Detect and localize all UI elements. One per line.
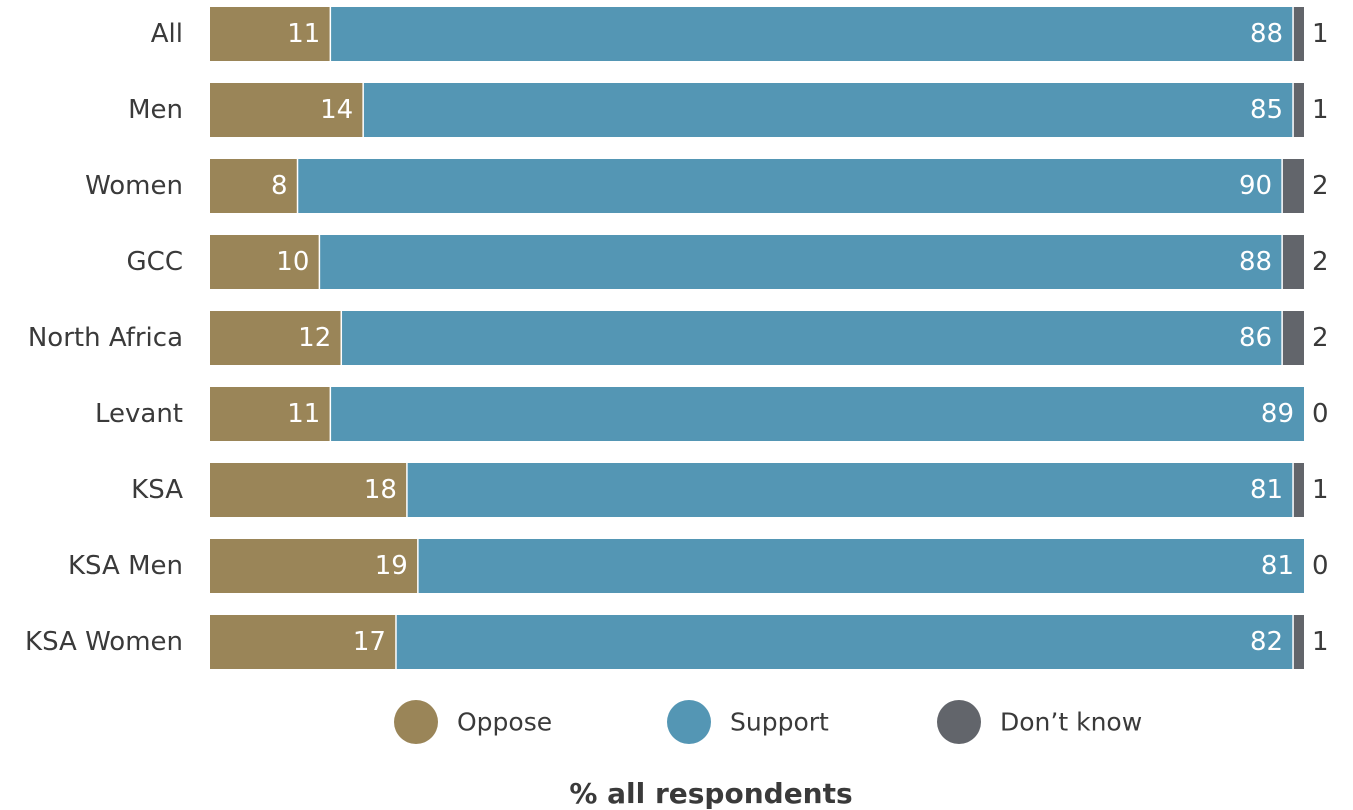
segment-separator — [296, 159, 299, 213]
segment-separator — [329, 7, 332, 61]
value-label-support-ksa-women: 82 — [1250, 627, 1283, 657]
bar-oppose-ksa-men — [210, 539, 418, 593]
legend-label-support: Support — [730, 708, 829, 737]
segment-separator — [1292, 7, 1294, 61]
segment-separator — [318, 235, 321, 289]
category-label-north-africa: North Africa — [28, 323, 183, 353]
bar-support-ksa-men — [417, 539, 1304, 593]
bar-don-t-know-men — [1293, 83, 1304, 137]
bar-don-t-know-north-africa — [1282, 311, 1304, 365]
value-label-don-t-know-ksa: 1 — [1312, 475, 1329, 505]
bar-support-gcc — [319, 235, 1283, 289]
category-label-ksa-men: KSA Men — [68, 551, 183, 581]
bar-support-ksa — [406, 463, 1294, 517]
value-label-oppose-ksa: 18 — [364, 475, 397, 505]
bar-oppose-ksa — [210, 463, 407, 517]
bar-don-t-know-ksa — [1293, 463, 1304, 517]
category-label-women: Women — [85, 171, 183, 201]
legend-swatch-support — [667, 700, 711, 744]
value-label-don-t-know-ksa-men: 0 — [1312, 551, 1329, 581]
value-label-oppose-men: 14 — [320, 95, 353, 125]
bar-support-levant — [330, 387, 1305, 441]
category-label-gcc: GCC — [127, 247, 183, 277]
category-label-levant: Levant — [95, 399, 183, 429]
bar-oppose-north-africa — [210, 311, 342, 365]
value-label-don-t-know-north-africa: 2 — [1312, 323, 1329, 353]
legend-label-don-t-know: Don’t know — [1000, 708, 1142, 737]
bars-layer — [210, 7, 1305, 669]
category-label-ksa-women: KSA Women — [25, 627, 183, 657]
segment-separator — [406, 463, 408, 517]
segment-separator — [417, 539, 419, 593]
bar-oppose-levant — [210, 387, 331, 441]
value-label-support-north-africa: 86 — [1239, 323, 1272, 353]
value-label-support-gcc: 88 — [1239, 247, 1272, 277]
value-label-oppose-ksa-women: 17 — [353, 627, 386, 657]
category-label-ksa: KSA — [131, 475, 183, 505]
value-label-support-ksa-men: 81 — [1261, 551, 1294, 581]
legend-label-oppose: Oppose — [457, 708, 552, 737]
bar-oppose-men — [210, 83, 364, 137]
value-label-oppose-levant: 11 — [287, 399, 320, 429]
bar-support-all — [330, 7, 1294, 61]
value-label-support-ksa: 81 — [1250, 475, 1283, 505]
bar-oppose-women — [210, 159, 298, 213]
value-label-don-t-know-gcc: 2 — [1312, 247, 1329, 277]
bar-support-ksa-women — [395, 615, 1294, 669]
value-label-oppose-women: 8 — [271, 171, 288, 201]
bar-don-t-know-all — [1293, 7, 1304, 61]
bar-support-men — [363, 83, 1294, 137]
bar-support-women — [297, 159, 1283, 213]
value-label-support-levant: 89 — [1261, 399, 1294, 429]
bar-support-north-africa — [341, 311, 1283, 365]
value-label-don-t-know-levant: 0 — [1312, 399, 1329, 429]
segment-separator — [340, 311, 343, 365]
segment-separator — [1292, 615, 1294, 669]
value-label-oppose-north-africa: 12 — [298, 323, 331, 353]
legend-swatch-don-t-know — [937, 700, 981, 744]
value-label-oppose-ksa-men: 19 — [375, 551, 408, 581]
legend-swatch-oppose — [394, 700, 438, 744]
segment-separator — [1292, 83, 1294, 137]
segment-separator — [1281, 159, 1283, 213]
value-label-don-t-know-ksa-women: 1 — [1312, 627, 1329, 657]
segment-separator — [362, 83, 364, 137]
bar-don-t-know-gcc — [1282, 235, 1304, 289]
value-label-support-all: 88 — [1250, 19, 1283, 49]
segment-separator — [1292, 463, 1294, 517]
segment-separator — [1281, 311, 1283, 365]
value-label-support-men: 85 — [1250, 95, 1283, 125]
value-label-support-women: 90 — [1239, 171, 1272, 201]
bar-oppose-gcc — [210, 235, 320, 289]
segment-separator — [395, 615, 397, 669]
value-label-oppose-gcc: 10 — [276, 247, 309, 277]
bar-oppose-all — [210, 7, 331, 61]
bar-oppose-ksa-women — [210, 615, 396, 669]
category-label-men: Men — [128, 95, 183, 125]
category-label-all: All — [151, 19, 183, 49]
bar-don-t-know-ksa-women — [1293, 615, 1304, 669]
segment-separator — [1281, 235, 1283, 289]
value-label-don-t-know-men: 1 — [1312, 95, 1329, 125]
x-axis-caption: % all respondents — [569, 777, 852, 810]
segment-separator — [329, 387, 332, 441]
legend: Oppose Support Don’t know — [394, 700, 1142, 744]
bar-don-t-know-women — [1282, 159, 1304, 213]
value-label-don-t-know-women: 2 — [1312, 171, 1329, 201]
value-label-oppose-all: 11 — [287, 19, 320, 49]
value-label-don-t-know-all: 1 — [1312, 19, 1329, 49]
